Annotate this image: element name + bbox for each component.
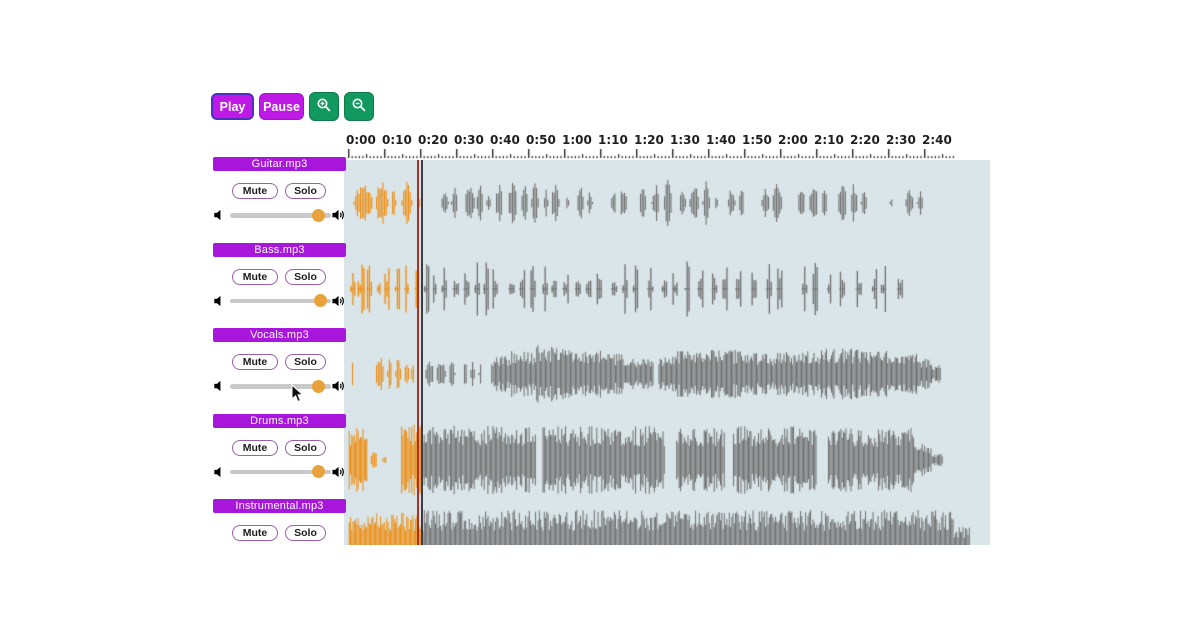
timeline-label: 1:10	[598, 133, 628, 147]
magnifier-plus-icon	[316, 97, 332, 116]
timeline-label: 2:40	[922, 133, 952, 147]
timeline-ruler[interactable]: 0:00 0:10 0:20 0:30 0:40 0:50 1:00 1:10 1:20 1:30…	[344, 133, 1000, 160]
timeline-ticks	[344, 149, 1000, 160]
waveform-guitar[interactable]	[344, 160, 990, 246]
play-button[interactable]: Play	[211, 93, 254, 120]
track-title: Instrumental.mp3	[213, 499, 346, 513]
solo-button[interactable]: Solo	[285, 183, 326, 199]
volume-slider[interactable]	[230, 379, 331, 393]
zoom-in-button[interactable]	[309, 92, 339, 121]
magnifier-minus-icon	[351, 97, 367, 116]
timeline-label: 0:40	[490, 133, 520, 147]
track-title: Vocals.mp3	[213, 328, 346, 342]
track-title: Bass.mp3	[213, 242, 346, 257]
pause-button[interactable]: Pause	[259, 93, 304, 120]
timeline-label: 0:10	[382, 133, 412, 147]
track-buttons: Mute Solo	[211, 439, 347, 457]
speaker-low-icon	[213, 465, 227, 479]
solo-button[interactable]: Solo	[285, 354, 326, 370]
speaker-high-icon	[332, 379, 346, 393]
track-buttons: Mute Solo	[211, 268, 347, 286]
volume-row	[211, 462, 347, 482]
track-header-guitar: Guitar.mp3 Mute Solo	[211, 157, 347, 242]
waveform-area[interactable]	[344, 160, 990, 545]
speaker-low-icon	[213, 208, 227, 222]
solo-button[interactable]: Solo	[285, 525, 326, 541]
mute-button[interactable]: Mute	[232, 525, 278, 541]
timeline-label: 1:30	[670, 133, 700, 147]
volume-slider-thumb[interactable]	[313, 294, 327, 307]
volume-slider[interactable]	[230, 294, 331, 307]
timeline-label: 2:00	[778, 133, 808, 147]
mute-button[interactable]: Mute	[232, 354, 278, 370]
track-buttons: Mute Solo	[211, 354, 347, 371]
speaker-high-icon	[332, 208, 346, 222]
waveform-drums[interactable]	[344, 416, 990, 503]
timeline-label: 2:20	[850, 133, 880, 147]
timeline-label: 1:00	[562, 133, 592, 147]
volume-slider[interactable]	[230, 465, 331, 478]
app-area: Play Pause 0:00 0:10 0:20 0:30 0:40 0:50 1:00 1…	[211, 92, 1000, 545]
volume-slider-thumb[interactable]	[311, 208, 325, 222]
timeline-label: 0:20	[418, 133, 448, 147]
track-header-vocals: Vocals.mp3 Mute Solo	[211, 328, 347, 413]
track-title: Drums.mp3	[213, 413, 346, 428]
solo-button[interactable]: Solo	[285, 268, 326, 285]
track-header-drums: Drums.mp3 Mute Solo	[211, 413, 347, 499]
timeline-label: 1:40	[706, 133, 736, 147]
timeline-label: 1:20	[634, 133, 664, 147]
volume-row	[211, 205, 347, 225]
waveform-vocals[interactable]	[344, 331, 990, 417]
track-buttons: Mute Solo	[211, 183, 347, 200]
timeline-label: 1:50	[742, 133, 772, 147]
timeline-label: 2:10	[814, 133, 844, 147]
speaker-low-icon	[213, 294, 227, 308]
timeline-label: 2:30	[886, 133, 916, 147]
speaker-high-icon	[332, 465, 346, 479]
volume-slider-thumb[interactable]	[311, 465, 325, 478]
timeline-label: 0:00	[346, 133, 376, 147]
track-title: Guitar.mp3	[213, 157, 346, 171]
volume-row	[211, 291, 347, 311]
waveform-bass[interactable]	[344, 245, 990, 332]
playback-cursor-line	[421, 160, 423, 545]
volume-slider-thumb[interactable]	[311, 379, 325, 393]
mute-button[interactable]: Mute	[232, 183, 278, 199]
zoom-out-button[interactable]	[344, 92, 374, 121]
track-header-bass: Bass.mp3 Mute Solo	[211, 242, 347, 328]
toolbar: Play Pause	[211, 92, 374, 122]
mute-button[interactable]: Mute	[232, 268, 278, 285]
timeline-label: 0:30	[454, 133, 484, 147]
mute-button[interactable]: Mute	[232, 439, 278, 456]
playhead-marker-line	[417, 160, 419, 545]
volume-row	[211, 376, 347, 396]
volume-slider[interactable]	[230, 208, 331, 222]
waveform-instrumental[interactable]	[344, 502, 990, 545]
speaker-low-icon	[213, 379, 227, 393]
track-buttons: Mute Solo	[211, 525, 347, 542]
speaker-high-icon	[332, 294, 346, 308]
track-header-instrumental: Instrumental.mp3 Mute Solo	[211, 499, 347, 545]
solo-button[interactable]: Solo	[285, 439, 326, 456]
timeline-label: 0:50	[526, 133, 556, 147]
